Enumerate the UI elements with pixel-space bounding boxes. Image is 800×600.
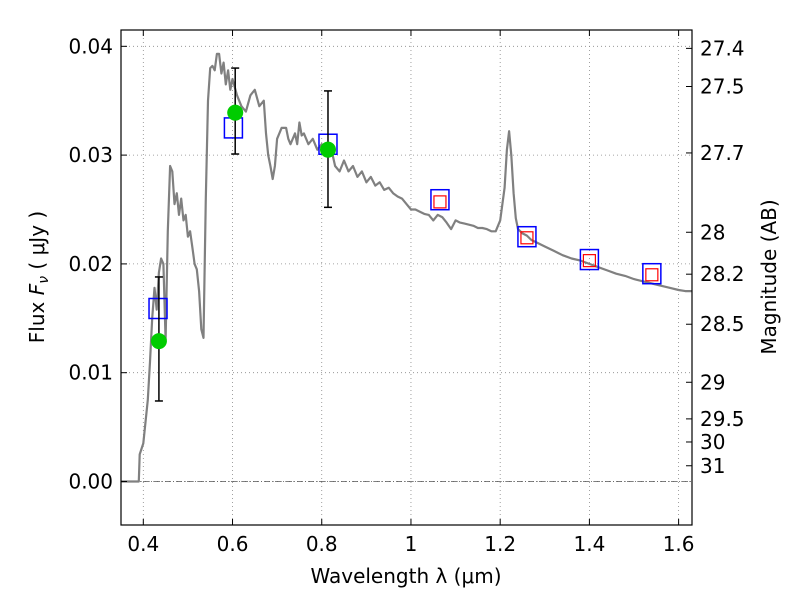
right-tick-label: 28 bbox=[700, 220, 725, 244]
y-axis-title: Flux Fν ( μJy ) bbox=[25, 211, 52, 343]
x-tick-label: 1 bbox=[405, 532, 418, 556]
axis-ticks bbox=[121, 30, 692, 525]
x-tick-label: 0.4 bbox=[127, 532, 159, 556]
right-tick-label: 30 bbox=[700, 430, 725, 454]
right-tick-label: 27.4 bbox=[700, 36, 745, 60]
x-tick-label: 1.2 bbox=[484, 532, 516, 556]
x-tick-label: 1.6 bbox=[663, 532, 695, 556]
y-tick-label: 0.00 bbox=[68, 469, 113, 493]
red-square-marker bbox=[433, 195, 447, 209]
blue-square-marker bbox=[148, 297, 168, 320]
y-tick-label: 0.03 bbox=[68, 143, 113, 167]
right-axis-title: Magnitude (AB) bbox=[757, 199, 781, 354]
x-tick-labels: 0.4 0.6 0.8 1 1.2 1.4 1.6 bbox=[127, 532, 694, 556]
red-square-marker bbox=[520, 231, 534, 245]
blue-square-marker bbox=[579, 248, 600, 271]
right-tick-label: 31 bbox=[700, 454, 725, 478]
x-tick-label: 0.6 bbox=[217, 532, 249, 556]
red-square-marker bbox=[645, 268, 659, 282]
blue-square-marker bbox=[517, 225, 537, 248]
blue-square-marker bbox=[430, 188, 450, 211]
red-square-marker bbox=[582, 254, 596, 268]
observed-flux-point bbox=[150, 333, 167, 350]
right-tick-label: 29 bbox=[700, 370, 725, 394]
blue-square-marker bbox=[642, 262, 662, 285]
right-tick-label: 28.5 bbox=[700, 312, 745, 336]
x-tick-label: 1.4 bbox=[573, 532, 605, 556]
photometry-markers bbox=[148, 67, 662, 402]
y-tick-label: 0.04 bbox=[68, 34, 113, 58]
y-tick-labels: 0.00 0.01 0.02 0.03 0.04 bbox=[68, 34, 113, 493]
y-tick-label: 0.01 bbox=[68, 361, 113, 385]
x-axis-title: Wavelength λ (μm) bbox=[310, 564, 501, 588]
y-tick-label: 0.02 bbox=[68, 252, 113, 276]
plot-area bbox=[121, 30, 692, 525]
right-tick-label: 27.5 bbox=[700, 74, 745, 98]
observed-flux-point bbox=[227, 104, 244, 121]
observed-flux-point bbox=[319, 141, 336, 158]
right-tick-label: 28.2 bbox=[700, 262, 745, 286]
right-tick-label: 27.7 bbox=[700, 141, 745, 165]
x-tick-label: 0.8 bbox=[306, 532, 338, 556]
right-tick-label: 29.5 bbox=[700, 407, 745, 431]
plot-frame bbox=[120, 29, 693, 526]
